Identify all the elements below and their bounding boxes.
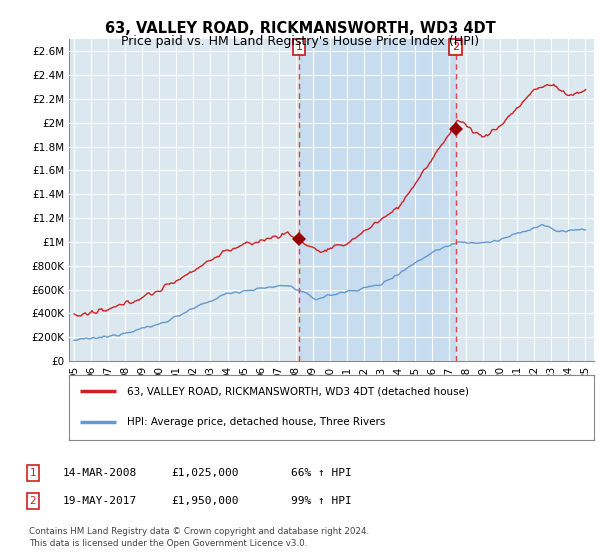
Text: Contains HM Land Registry data © Crown copyright and database right 2024.
This d: Contains HM Land Registry data © Crown c…	[29, 527, 369, 548]
Text: 2: 2	[452, 42, 459, 52]
Text: 66% ↑ HPI: 66% ↑ HPI	[291, 468, 352, 478]
Text: 19-MAY-2017: 19-MAY-2017	[63, 496, 137, 506]
Text: Price paid vs. HM Land Registry's House Price Index (HPI): Price paid vs. HM Land Registry's House …	[121, 35, 479, 48]
Text: 1: 1	[29, 468, 37, 478]
Text: HPI: Average price, detached house, Three Rivers: HPI: Average price, detached house, Thre…	[127, 417, 385, 427]
Text: 63, VALLEY ROAD, RICKMANSWORTH, WD3 4DT (detached house): 63, VALLEY ROAD, RICKMANSWORTH, WD3 4DT …	[127, 386, 469, 396]
Text: 14-MAR-2008: 14-MAR-2008	[63, 468, 137, 478]
Bar	[299, 39, 455, 361]
Text: £1,950,000: £1,950,000	[171, 496, 238, 506]
Text: 2: 2	[29, 496, 37, 506]
Text: £1,025,000: £1,025,000	[171, 468, 238, 478]
Text: 1: 1	[295, 42, 302, 52]
Text: 63, VALLEY ROAD, RICKMANSWORTH, WD3 4DT: 63, VALLEY ROAD, RICKMANSWORTH, WD3 4DT	[104, 21, 496, 36]
Text: 99% ↑ HPI: 99% ↑ HPI	[291, 496, 352, 506]
